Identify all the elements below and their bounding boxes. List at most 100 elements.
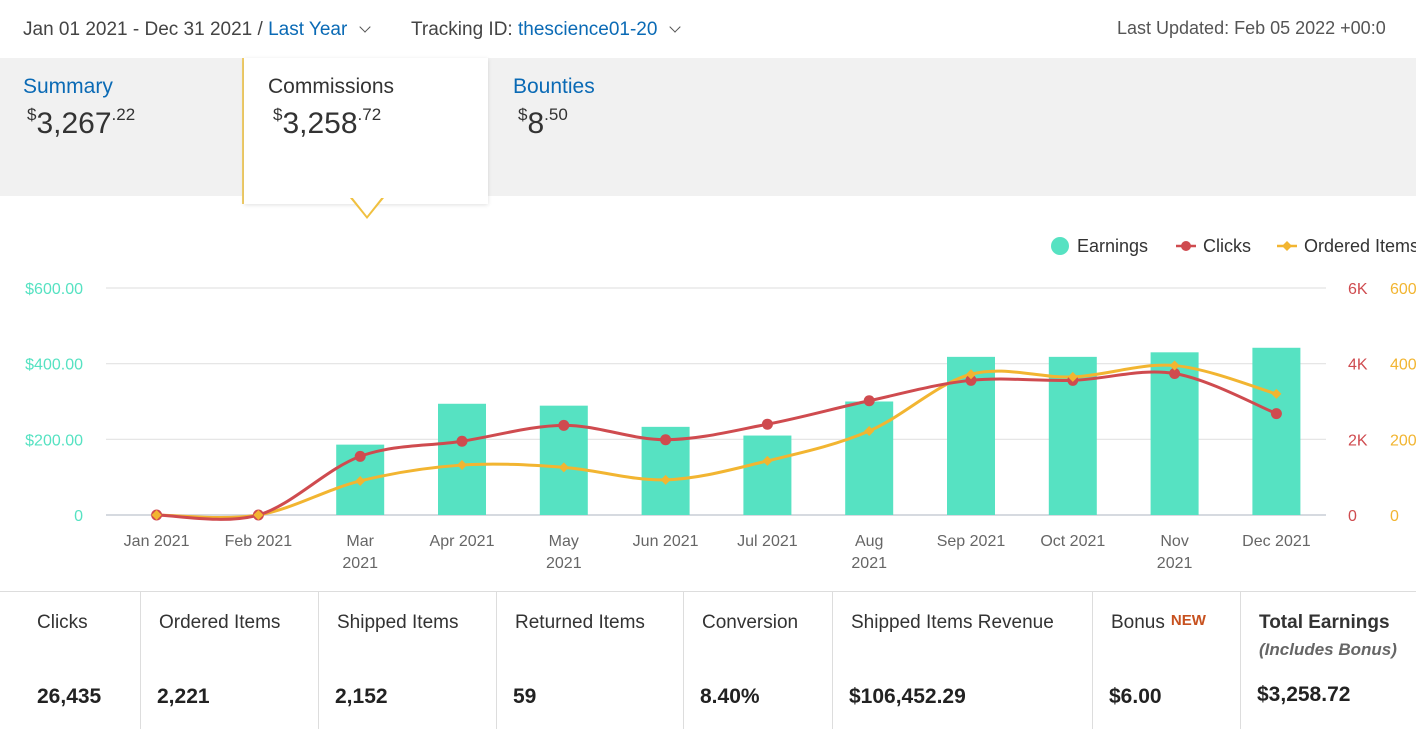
- clicks-point: [1169, 368, 1181, 380]
- amount-whole: 8: [527, 107, 545, 140]
- stat-ordered-items-value: 2,221: [157, 685, 210, 708]
- ordered-items-point: [660, 474, 671, 485]
- clicks-point: [660, 434, 672, 446]
- tracking-id-selector[interactable]: Tracking ID: thescience01-20: [411, 19, 682, 41]
- stat-clicks: Clicks 26,435: [0, 592, 140, 729]
- currency-symbol: $: [273, 105, 283, 124]
- ordered-items-point: [762, 455, 773, 466]
- clicks-point: [761, 418, 773, 430]
- amount-cents: .72: [357, 105, 382, 124]
- x-tick-label: Nov: [1160, 533, 1188, 550]
- stat-bonus-label-row: Bonus NEW: [1111, 612, 1240, 634]
- tab-commissions[interactable]: Commissions $3,258.72: [244, 58, 488, 204]
- clicks-point: [965, 374, 977, 386]
- earnings-bar: [845, 401, 894, 515]
- clicks-point: [863, 395, 875, 407]
- tab-commissions-label: Commissions: [268, 75, 395, 98]
- tab-divider: [242, 58, 244, 204]
- ordered-items-point: [151, 510, 162, 520]
- y-right-clicks-tick-label: 0: [1348, 508, 1357, 525]
- ordered-items-point: [355, 475, 366, 486]
- stat-conversion-label: Conversion: [702, 612, 799, 633]
- clicks-line: [156, 370, 1277, 521]
- amount-cents: .50: [544, 105, 568, 124]
- ordered-items-point: [966, 369, 976, 380]
- stat-conversion: Conversion 8.40%: [683, 592, 832, 729]
- y-right-items-tick-label: 0: [1390, 508, 1399, 525]
- stats-row: Clicks 26,435 Ordered Items 2,221 Shippe…: [0, 591, 1416, 729]
- earnings-bar: [438, 403, 486, 515]
- stat-shipped-revenue-label: Shipped Items Revenue: [851, 612, 1054, 633]
- x-tick-label: Feb 2021: [225, 533, 293, 550]
- ordered-items-point: [457, 460, 467, 471]
- ordered-items-point: [1271, 388, 1282, 399]
- date-range-selector[interactable]: Jan 01 2021 - Dec 31 2021 / Last Year: [23, 19, 371, 41]
- y-right-items-tick-label: 400: [1390, 357, 1416, 374]
- ordered-items-point: [1169, 360, 1180, 371]
- stat-bonus: Bonus NEW $6.00: [1092, 592, 1240, 729]
- tab-summary-amount: $3,267.22: [23, 105, 238, 141]
- stat-bonus-label: Bonus: [1111, 612, 1165, 633]
- x-tick-label: 2021: [851, 555, 887, 572]
- stat-shipped-items: Shipped Items 2,152: [318, 592, 496, 729]
- tab-commissions-amount: $3,258.72: [268, 105, 488, 141]
- tracking-id-value[interactable]: thescience01-20: [518, 19, 658, 40]
- tab-summary[interactable]: Summary $3,267.22: [23, 58, 238, 198]
- stat-ordered-items: Ordered Items 2,221: [140, 592, 318, 729]
- clicks-point: [456, 435, 468, 447]
- y-left-tick-label: $400.00: [25, 357, 83, 374]
- stat-total-earnings-value: $3,258.72: [1257, 683, 1351, 706]
- y-left-tick-label: $200.00: [25, 432, 83, 449]
- ordered-items-point: [558, 462, 569, 473]
- x-tick-label: 2021: [1157, 555, 1193, 572]
- stat-total-earnings: Total Earnings (Includes Bonus) $3,258.7…: [1240, 592, 1416, 729]
- stat-clicks-value: 26,435: [37, 685, 102, 708]
- stat-returned-items-label: Returned Items: [515, 612, 645, 633]
- amount-whole: 3,258: [282, 107, 358, 140]
- x-tick-label: May: [549, 533, 579, 550]
- ordered-items-point: [864, 426, 875, 437]
- y-right-items-tick-label: 200: [1390, 432, 1416, 449]
- amount-cents: .22: [111, 105, 136, 124]
- tab-bounties-amount: $8.50: [513, 105, 728, 141]
- ordered-items-point: [1067, 371, 1078, 382]
- y-left-tick-label: 0: [74, 508, 83, 525]
- tracking-id-label: Tracking ID:: [411, 19, 513, 40]
- stat-returned-items-value: 59: [513, 685, 537, 708]
- earnings-bar: [1252, 347, 1301, 515]
- stat-shipped-items-label: Shipped Items: [337, 612, 459, 633]
- tab-bounties[interactable]: Bounties $8.50: [513, 58, 728, 198]
- stat-returned-items: Returned Items 59: [496, 592, 683, 729]
- legend-items-marker: [1282, 241, 1292, 251]
- chevron-down-icon[interactable]: [669, 21, 682, 33]
- x-tick-label: 2021: [546, 555, 582, 572]
- date-range-text: Jan 01 2021 - Dec 31 2021 /: [23, 19, 263, 40]
- x-tick-label: 2021: [342, 555, 378, 572]
- x-tick-label: Apr 2021: [430, 533, 495, 550]
- stat-bonus-value: $6.00: [1109, 685, 1162, 708]
- new-badge: NEW: [1170, 612, 1206, 629]
- earnings-bar: [743, 435, 792, 515]
- earnings-bar: [1150, 352, 1199, 515]
- legend-earnings-marker: [1051, 237, 1069, 255]
- last-updated: Last Updated: Feb 05 2022 +00:0: [1117, 18, 1386, 38]
- legend-earnings-label: Earnings: [1077, 236, 1148, 256]
- stat-clicks-label: Clicks: [37, 612, 88, 633]
- stat-shipped-items-value: 2,152: [335, 685, 388, 708]
- clicks-point: [1270, 408, 1282, 420]
- y-right-items-tick-label: 600: [1390, 281, 1416, 298]
- x-tick-label: Jun 2021: [633, 533, 699, 550]
- legend-clicks-label: Clicks: [1203, 236, 1251, 256]
- stat-conversion-value: 8.40%: [700, 685, 760, 708]
- x-tick-label: Sep 2021: [937, 533, 1006, 550]
- ordered-items-point: [253, 510, 264, 520]
- x-tick-label: Jul 2021: [737, 533, 798, 550]
- chevron-down-icon[interactable]: [359, 21, 371, 33]
- range-preset-link[interactable]: Last Year: [268, 19, 348, 40]
- x-tick-label: Dec 2021: [1242, 533, 1311, 550]
- tab-bounties-label: Bounties: [513, 75, 595, 98]
- currency-symbol: $: [27, 105, 37, 124]
- stat-shipped-revenue: Shipped Items Revenue $106,452.29: [832, 592, 1092, 729]
- clicks-point: [354, 450, 366, 462]
